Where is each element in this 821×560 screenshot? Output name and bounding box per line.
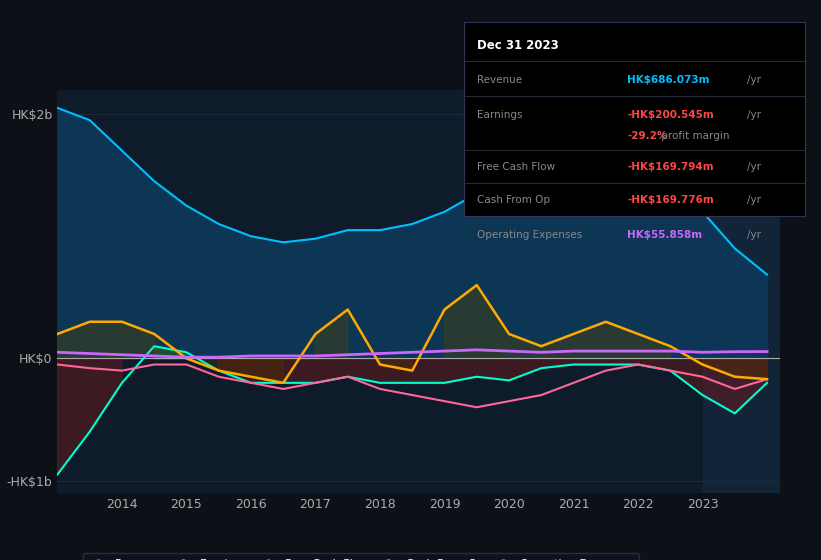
Text: profit margin: profit margin [658, 132, 730, 141]
Text: Dec 31 2023: Dec 31 2023 [478, 39, 559, 52]
Text: -29.2%: -29.2% [627, 132, 667, 141]
Text: /yr: /yr [746, 110, 761, 120]
Text: -HK$200.545m: -HK$200.545m [627, 110, 714, 120]
Bar [703, 90, 780, 493]
Text: /yr: /yr [746, 76, 761, 85]
Text: Revenue: Revenue [478, 76, 523, 85]
Text: /yr: /yr [746, 162, 761, 172]
Text: HK$686.073m: HK$686.073m [627, 76, 710, 85]
Text: -HK$169.794m: -HK$169.794m [627, 162, 714, 172]
Legend: Revenue, Earnings, Free Cash Flow, Cash From Op, Operating Expenses: Revenue, Earnings, Free Cash Flow, Cash … [83, 553, 640, 560]
Text: Free Cash Flow: Free Cash Flow [478, 162, 556, 172]
Text: -HK$169.776m: -HK$169.776m [627, 195, 714, 205]
Text: Earnings: Earnings [478, 110, 523, 120]
Text: HK$55.858m: HK$55.858m [627, 230, 703, 240]
Text: /yr: /yr [746, 230, 761, 240]
Text: Operating Expenses: Operating Expenses [478, 230, 583, 240]
Text: /yr: /yr [746, 195, 761, 205]
Text: Cash From Op: Cash From Op [478, 195, 551, 205]
